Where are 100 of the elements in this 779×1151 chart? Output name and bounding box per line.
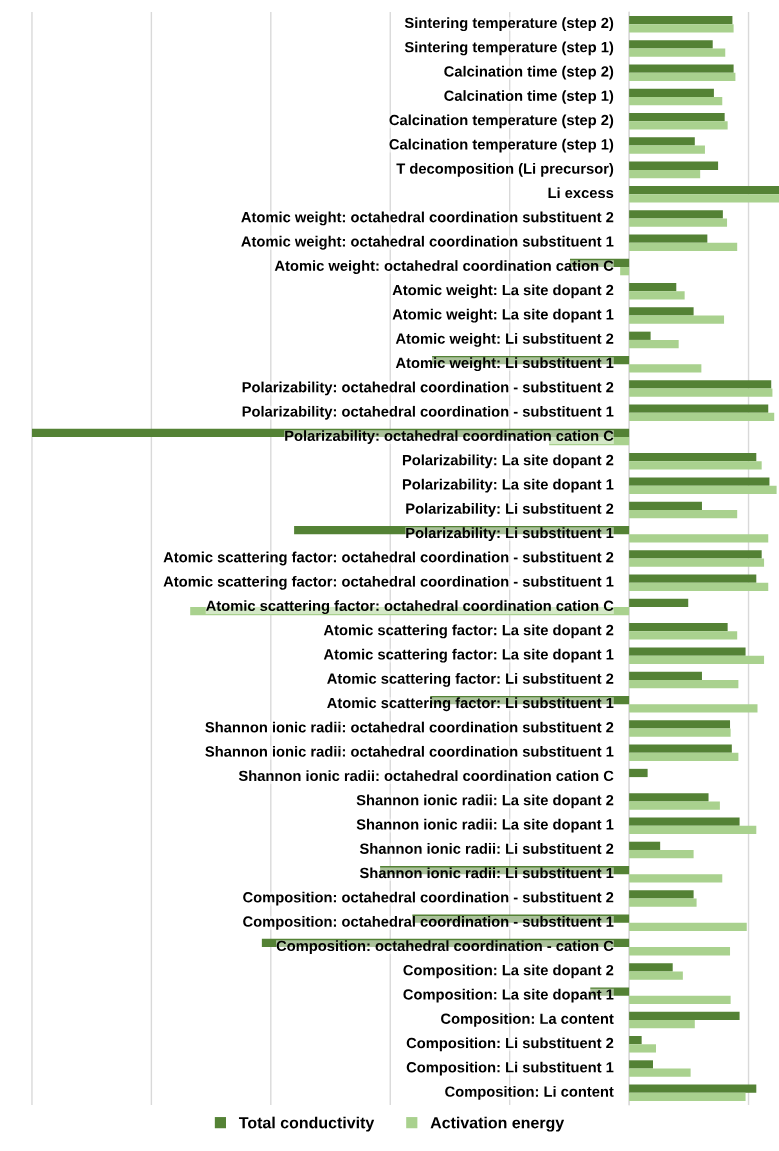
y-tick-label: Calcination temperature (step 2) (389, 114, 614, 129)
bar (629, 623, 728, 632)
bar (629, 315, 725, 324)
bar (629, 1084, 757, 1093)
bar (629, 752, 739, 762)
y-tick-label: Shannon ionic radii: Li substituent 2 (359, 843, 614, 854)
bar (629, 234, 708, 243)
bar (629, 501, 702, 510)
bar (629, 185, 779, 195)
y-tick-label: Atomic scattering factor: octahedral coordination cation C (206, 600, 614, 614)
y-tick-label: Atomic weight: Li substituent 1 (395, 357, 614, 372)
bar (629, 793, 709, 802)
y-tick-label: Composition: La site dopant 2 (403, 964, 614, 979)
bar (629, 849, 694, 859)
bar (629, 898, 697, 907)
bar (629, 509, 738, 519)
y-tick-label: Composition: La content (441, 1013, 614, 1027)
bar (629, 121, 728, 130)
bar (629, 1060, 653, 1069)
bar (629, 307, 694, 316)
bar (629, 534, 769, 543)
y-tick-label: Composition: octahedral coordination - substituent 2 (243, 891, 614, 906)
bar (629, 655, 765, 664)
y-tick-label: Composition: Li substituent 1 (406, 1061, 614, 1076)
bar (629, 671, 702, 680)
bar (629, 412, 775, 422)
bar (629, 331, 651, 340)
bar (629, 477, 770, 486)
bar (629, 15, 733, 25)
bar (629, 704, 758, 713)
bar (629, 218, 728, 227)
y-tick-label: T decomposition (Li precursor) (396, 163, 614, 177)
bar (629, 841, 661, 850)
y-tick-label: Polarizability: Li substituent 2 (406, 503, 614, 517)
bar (629, 88, 714, 98)
bar (629, 194, 779, 203)
y-tick-label: Atomic scattering factor: La site dopant 1 (323, 648, 614, 663)
bar (629, 801, 720, 810)
bar (629, 72, 736, 81)
bar (629, 97, 723, 106)
bar (629, 874, 723, 883)
y-tick-label: Shannon ionic radii: Li substituent 1 (359, 867, 614, 879)
bar (629, 890, 694, 899)
y-tick-label: Atomic scattering factor: octahedral coordination - substituent 1 (163, 575, 614, 590)
bar (629, 169, 701, 179)
bar (629, 922, 747, 932)
y-tick-label: Composition: Li content (445, 1085, 614, 1100)
bar (629, 40, 713, 49)
y-tick-label: Composition: octahedral coordination - substituent 1 (243, 915, 614, 930)
bar (629, 64, 734, 73)
y-tick-label: Composition: La site dopant 1 (403, 988, 614, 1003)
bar (629, 404, 769, 413)
bar (629, 485, 777, 494)
bar (620, 267, 630, 276)
bar (629, 963, 673, 972)
bar (629, 161, 719, 170)
bar (629, 647, 746, 656)
bar (629, 1036, 642, 1045)
bar (629, 113, 725, 122)
y-tick-label: Shannon ionic radii: octahedral coordination cation C (238, 770, 614, 782)
bar (629, 598, 689, 608)
bar (629, 817, 740, 826)
bar (629, 1068, 691, 1077)
y-tick-label: Polarizability: La site dopant 1 (402, 478, 614, 493)
y-tick-label: Atomic scattering factor: octahedral coordination - substituent 2 (163, 551, 614, 566)
legend-label: Activation energy (430, 1116, 565, 1132)
bar (629, 291, 685, 300)
y-tick-label: Atomic weight: La site dopant 1 (392, 308, 614, 323)
bar (629, 550, 762, 559)
bar (629, 145, 705, 154)
bar (629, 995, 731, 1004)
y-tick-label: Polarizability: octahedral coordination - substituent 1 (242, 405, 614, 420)
y-tick-label: Sintering temperature (step 1) (404, 41, 614, 56)
bar (629, 744, 732, 753)
bar (629, 825, 757, 834)
y-tick-label: Li excess (548, 187, 614, 199)
y-tick-label: Atomic weight: Li substituent 2 (395, 333, 614, 347)
y-tick-label: Atomic weight: octahedral coordination cation C (274, 260, 614, 274)
bar (629, 364, 702, 373)
y-tick-label: Composition: Li substituent 2 (406, 1037, 614, 1052)
y-tick-label: Composition: octahedral coordination - cation C (276, 940, 614, 954)
y-tick-label: Polarizability: octahedral coordination - substituent 2 (242, 381, 614, 396)
bar (629, 768, 648, 778)
bar (629, 971, 683, 980)
y-tick-label: Calcination time (step 1) (444, 90, 614, 104)
bar (629, 242, 738, 251)
y-tick-label: Shannon ionic radii: La site dopant 1 (356, 818, 614, 833)
y-tick-label: Shannon ionic radii: octahedral coordination substituent 1 (205, 745, 614, 757)
bar (629, 631, 738, 640)
legend-label: Total conductivity (238, 1116, 375, 1132)
y-tick-label: Calcination time (step 2) (444, 65, 614, 80)
y-tick-label: Atomic scattering factor: La site dopant 2 (323, 624, 614, 639)
bar (629, 1092, 746, 1102)
bar (629, 24, 734, 33)
bar (629, 48, 726, 57)
y-tick-label: Atomic weight: octahedral coordination substituent 2 (241, 211, 614, 226)
bar (629, 1011, 740, 1020)
y-tick-label: Polarizability: Li substituent 1 (406, 527, 614, 542)
y-tick-label: Atomic scattering factor: Li substituent 1 (327, 697, 614, 712)
bar (629, 558, 765, 567)
